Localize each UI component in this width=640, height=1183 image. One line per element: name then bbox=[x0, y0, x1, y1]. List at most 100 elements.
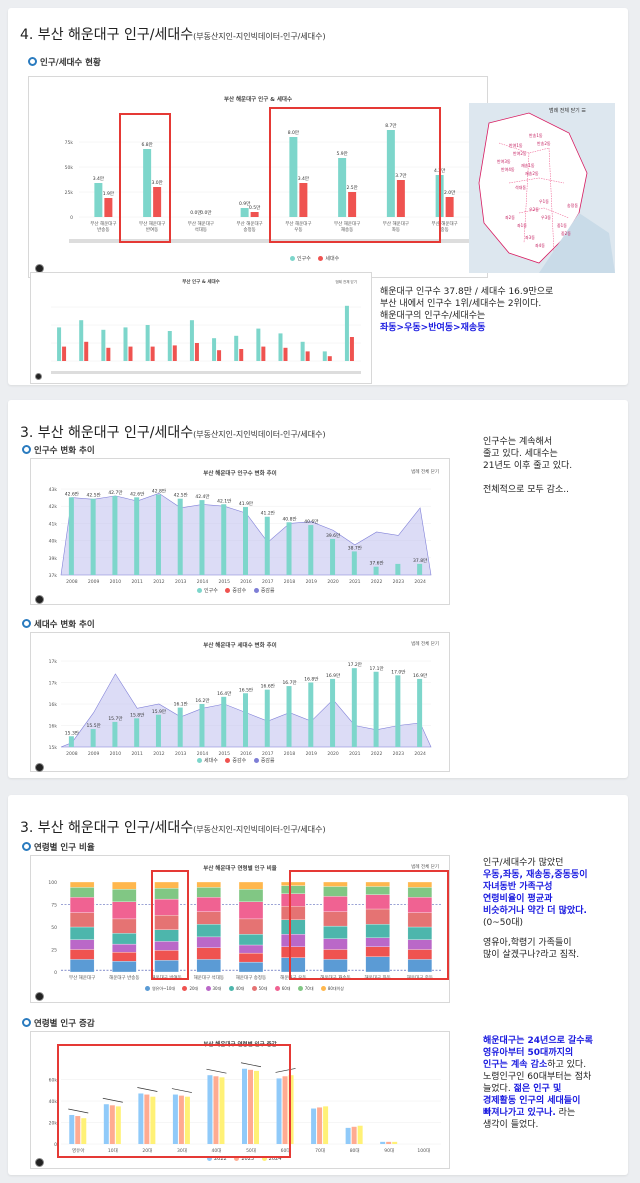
chart-panel-pop-trend: 부산 해운대구 인구수 변화 추이 범례 전체 닫기 37k 39k 40k 41k 4… bbox=[30, 458, 450, 605]
copy-icon bbox=[35, 595, 44, 604]
card-population-trend: 3. 부산 해운대구 인구/세대수(부동산지인-지인빅데이터-인구/세대수) 인… bbox=[8, 400, 628, 778]
card-population-status: 4. 부산 해운대구 인구/세대수(부동산지인-지인빅데이터-인구/세대수) 인… bbox=[8, 8, 628, 385]
stack-segment bbox=[323, 881, 348, 887]
y-tick-label: 43k bbox=[49, 487, 58, 493]
x-tick-label: 부산 해운대구 bbox=[90, 220, 116, 227]
map-legend-toggle[interactable]: 범례 전체 닫기 ☰ bbox=[549, 108, 586, 114]
bar-population bbox=[256, 328, 261, 361]
value-label-pop: 0.0만 bbox=[190, 209, 201, 216]
bar-value bbox=[386, 1141, 392, 1144]
bar-value bbox=[112, 721, 118, 747]
x-tick-label: 해운대구 송정동 bbox=[236, 974, 266, 981]
value-label: 16.6만 bbox=[261, 683, 275, 690]
highlight-box-udong bbox=[269, 107, 441, 243]
legend-toggle[interactable]: 범례 전체 닫기 bbox=[335, 280, 357, 284]
bar-households bbox=[62, 346, 67, 361]
chart-panel-age-ratio: 부산 해운대구 연령별 인구 비율 범례 전체 닫기 0 25 50 75 100 부산 … bbox=[30, 855, 450, 1003]
district-map: 범례 전체 닫기 ☰ 반여1동 반여2동 반여3동 반여4동 재송1동 재송2동 우1동 우2… bbox=[469, 103, 615, 273]
trend-arrow bbox=[275, 1068, 296, 1073]
bar-value bbox=[264, 516, 270, 575]
y-tick-label: 75 bbox=[51, 903, 57, 909]
card-age-distribution: 3. 부산 해운대구 인구/세대수(부동산지인-지인빅데이터-인구/세대수) 연… bbox=[8, 795, 628, 1175]
value-label: 16.8만 bbox=[304, 676, 318, 683]
value-label: 42.1만 bbox=[217, 497, 231, 504]
bar-households bbox=[153, 187, 162, 217]
y-tick-label: 42k bbox=[49, 504, 58, 510]
chart-panel-pop-house: 부산 해운대구 인구 & 세대수 0 25k 50k 75k 3.4만 1.9만 부산 해운… bbox=[28, 76, 488, 278]
bar-value bbox=[144, 1094, 150, 1144]
bar-population bbox=[101, 329, 106, 361]
x-tick-label: 2021 bbox=[349, 751, 361, 757]
bar-value bbox=[286, 522, 292, 575]
x-tick-label: 2020 bbox=[327, 751, 339, 757]
bar-value bbox=[207, 1075, 213, 1144]
copy-icon bbox=[35, 763, 44, 772]
x-tick-label: 해운대구 재송동 bbox=[320, 974, 350, 981]
x-tick-label: 해운대구 우동 bbox=[280, 974, 306, 981]
x-tick-label: 2014 bbox=[197, 579, 209, 585]
bar-population bbox=[289, 137, 298, 217]
stack-segment bbox=[196, 959, 221, 973]
legend-toggle[interactable]: 범례 전체 닫기 bbox=[411, 642, 439, 647]
bar-value bbox=[178, 1095, 184, 1144]
value-label-pop: 8.0만 bbox=[288, 129, 299, 136]
bar-value bbox=[351, 551, 357, 575]
x-tick-label: 부산 해운대구 bbox=[431, 220, 457, 227]
bar-value bbox=[221, 504, 227, 575]
bar-households bbox=[283, 347, 288, 361]
bar-population bbox=[300, 341, 305, 361]
stack-segment bbox=[196, 936, 221, 948]
value-label-house: 1.9만 bbox=[103, 190, 114, 197]
bar-value bbox=[308, 682, 314, 747]
y-tick-label: 15k bbox=[49, 745, 58, 751]
highlight-box-banyeo bbox=[151, 870, 189, 980]
x-tick-label: 송정동 bbox=[243, 226, 255, 233]
x-tick-label: 2008 bbox=[66, 579, 78, 585]
value-label: 42.6만 bbox=[65, 490, 79, 497]
bar-value bbox=[138, 1093, 144, 1144]
bar-population bbox=[322, 351, 327, 361]
section-icon bbox=[22, 842, 31, 851]
bar-households bbox=[299, 183, 308, 217]
value-label: 42.4만 bbox=[195, 493, 209, 500]
y-tick-label: 25 bbox=[51, 948, 57, 954]
bar-value bbox=[288, 1075, 294, 1144]
bar-households bbox=[349, 337, 354, 361]
x-tick-label: 부산 해운대구 bbox=[285, 220, 311, 227]
note-trend: 인구수는 계속해서 줄고 있다. 세대수는 21년도 이후 줄고 있다. 전체적… bbox=[483, 437, 573, 495]
bar-value bbox=[184, 1096, 190, 1144]
value-label: 39.6만 bbox=[326, 532, 340, 539]
x-tick-label: 2013 bbox=[175, 751, 187, 757]
stack-segment bbox=[238, 934, 264, 946]
bar-value bbox=[109, 1105, 115, 1144]
bar-value bbox=[392, 1141, 398, 1144]
value-label: 37.8만 bbox=[413, 557, 427, 564]
bar-value bbox=[330, 678, 336, 747]
trend-arrow bbox=[240, 1062, 262, 1068]
highlight-box-banyeo bbox=[119, 113, 171, 243]
trend-arrow bbox=[171, 1088, 192, 1093]
x-tick-label: 해운대구 반여동 bbox=[151, 974, 181, 981]
bar-population bbox=[79, 320, 84, 361]
chart-age-ratio: 0 25 50 75 100 부산 해운대구 해운대구 반송동 해운대구 반여동 해운대구 석대… bbox=[48, 880, 441, 981]
legend-toggle[interactable]: 범례 전체 닫기 bbox=[411, 470, 439, 475]
bar-value bbox=[308, 525, 314, 575]
bar-value bbox=[134, 718, 140, 747]
value-label-pop: 6.8만 bbox=[141, 141, 152, 148]
y-tick-label: 50 bbox=[51, 925, 57, 931]
value-label: 16.9만 bbox=[326, 672, 340, 679]
bar-population bbox=[167, 331, 172, 361]
stack-segment bbox=[196, 887, 221, 898]
bar-value bbox=[345, 1127, 351, 1144]
map-area-label: 좌1동 bbox=[517, 223, 527, 228]
value-label: 41.9만 bbox=[239, 500, 253, 507]
x-tick-label: 30대 bbox=[177, 1147, 187, 1154]
x-tick-label: 2017 bbox=[262, 579, 274, 585]
bar-population bbox=[344, 305, 349, 361]
subtitle-age-change: 연령별 인구 증감 bbox=[22, 1017, 95, 1029]
copy-icon bbox=[35, 1158, 44, 1167]
bar-households bbox=[104, 198, 113, 217]
value-label: 42.8만 bbox=[152, 488, 166, 495]
legend-toggle[interactable]: 범례 전체 닫기 bbox=[411, 865, 439, 870]
subtitle-age-ratio: 연령별 인구 비율 bbox=[22, 841, 95, 853]
